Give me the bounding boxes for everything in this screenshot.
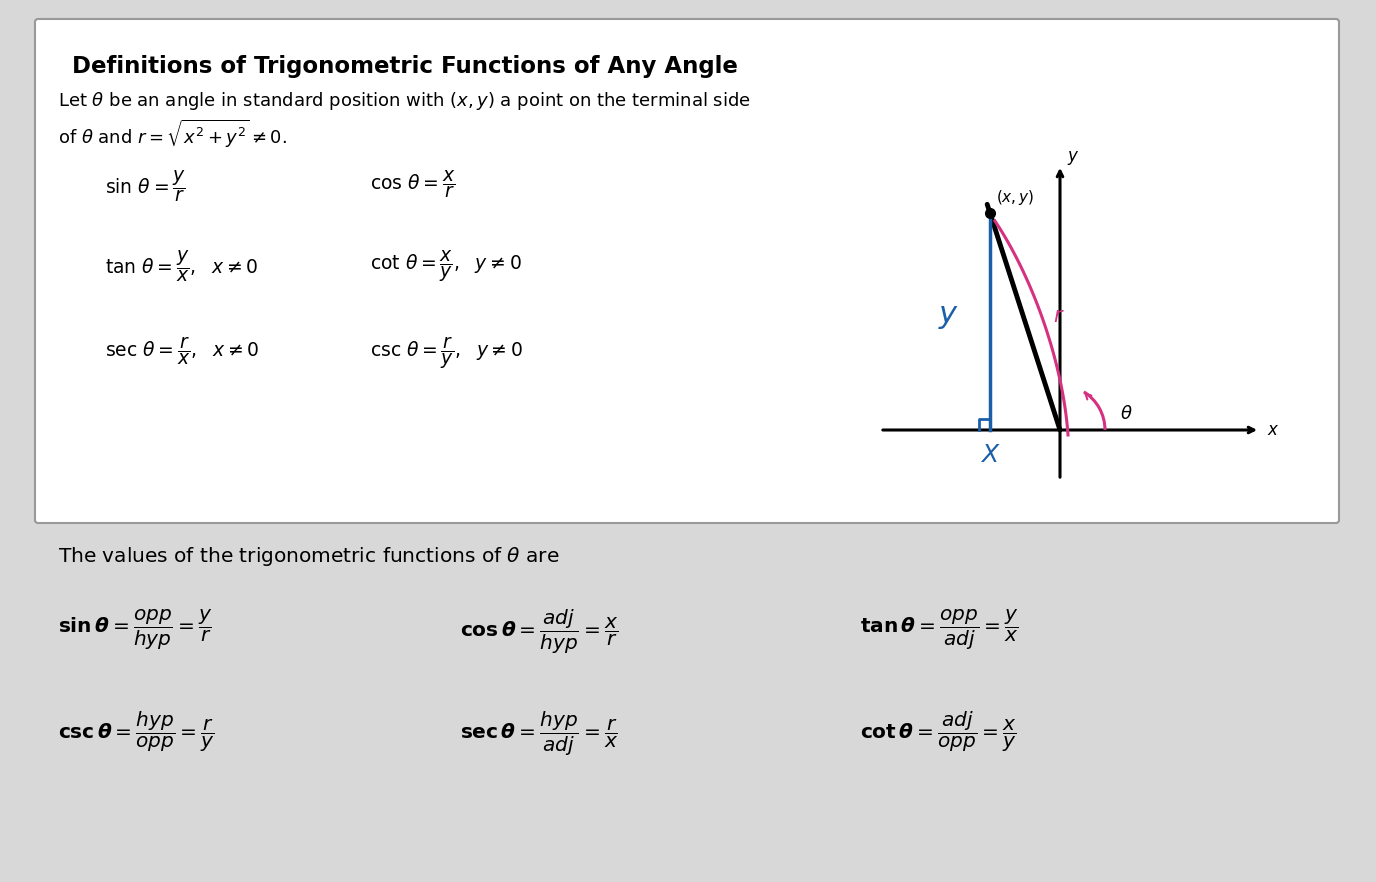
Text: $x$: $x$ — [1267, 421, 1280, 439]
Text: The values of the trigonometric functions of $\theta$ are: The values of the trigonometric function… — [58, 545, 560, 568]
Text: $X$: $X$ — [980, 443, 1000, 467]
Text: Let $\theta$ be an angle in standard position with $(x, y)$ a point on the termi: Let $\theta$ be an angle in standard pos… — [58, 90, 751, 112]
Text: $\csc\,\theta = \dfrac{r}{y},\ \ y \neq 0$: $\csc\,\theta = \dfrac{r}{y},\ \ y \neq … — [370, 335, 523, 370]
Text: $r$: $r$ — [1053, 307, 1065, 326]
Text: $y$: $y$ — [938, 302, 959, 331]
Text: Definitions of Trigonometric Functions of Any Angle: Definitions of Trigonometric Functions o… — [72, 55, 738, 78]
Text: $\mathbf{cos}\,\boldsymbol{\theta} = \dfrac{\mathit{adj}}{\mathit{hyp}} = \dfrac: $\mathbf{cos}\,\boldsymbol{\theta} = \df… — [460, 608, 618, 656]
Text: $\sin\,\theta = \dfrac{y}{r}$: $\sin\,\theta = \dfrac{y}{r}$ — [105, 168, 186, 204]
Text: $\mathbf{cot}\,\boldsymbol{\theta} = \dfrac{\mathit{adj}}{\mathit{opp}} = \dfrac: $\mathbf{cot}\,\boldsymbol{\theta} = \df… — [860, 710, 1017, 754]
Text: $\cos\,\theta = \dfrac{x}{r}$: $\cos\,\theta = \dfrac{x}{r}$ — [370, 168, 455, 200]
Text: $\mathbf{csc}\,\boldsymbol{\theta} = \dfrac{\mathit{hyp}}{\mathit{opp}} = \dfrac: $\mathbf{csc}\,\boldsymbol{\theta} = \df… — [58, 710, 215, 754]
Text: $y$: $y$ — [1066, 149, 1079, 167]
Text: $\mathbf{tan}\,\boldsymbol{\theta} = \dfrac{\mathit{opp}}{\mathit{adj}} = \dfrac: $\mathbf{tan}\,\boldsymbol{\theta} = \df… — [860, 608, 1018, 653]
Text: $(x, y)$: $(x, y)$ — [996, 188, 1035, 207]
FancyBboxPatch shape — [34, 19, 1339, 523]
Text: $\cot\,\theta = \dfrac{x}{y},\ \ y \neq 0$: $\cot\,\theta = \dfrac{x}{y},\ \ y \neq … — [370, 248, 522, 284]
Text: $\mathbf{sec}\,\boldsymbol{\theta} = \dfrac{\mathit{hyp}}{\mathit{adj}} = \dfrac: $\mathbf{sec}\,\boldsymbol{\theta} = \df… — [460, 710, 618, 759]
Text: $\mathbf{sin}\,\boldsymbol{\theta} = \dfrac{\mathit{opp}}{\mathit{hyp}} = \dfrac: $\mathbf{sin}\,\boldsymbol{\theta} = \df… — [58, 608, 212, 653]
Text: $\theta$: $\theta$ — [1120, 405, 1132, 423]
Text: of $\theta$ and $r = \sqrt{x^2 + y^2} \neq 0.$: of $\theta$ and $r = \sqrt{x^2 + y^2} \n… — [58, 118, 288, 150]
Text: $\sec\,\theta = \dfrac{r}{x},\ \ x \neq 0$: $\sec\,\theta = \dfrac{r}{x},\ \ x \neq … — [105, 335, 259, 367]
Text: $\tan\,\theta = \dfrac{y}{x},\ \ x \neq 0$: $\tan\,\theta = \dfrac{y}{x},\ \ x \neq … — [105, 248, 259, 284]
